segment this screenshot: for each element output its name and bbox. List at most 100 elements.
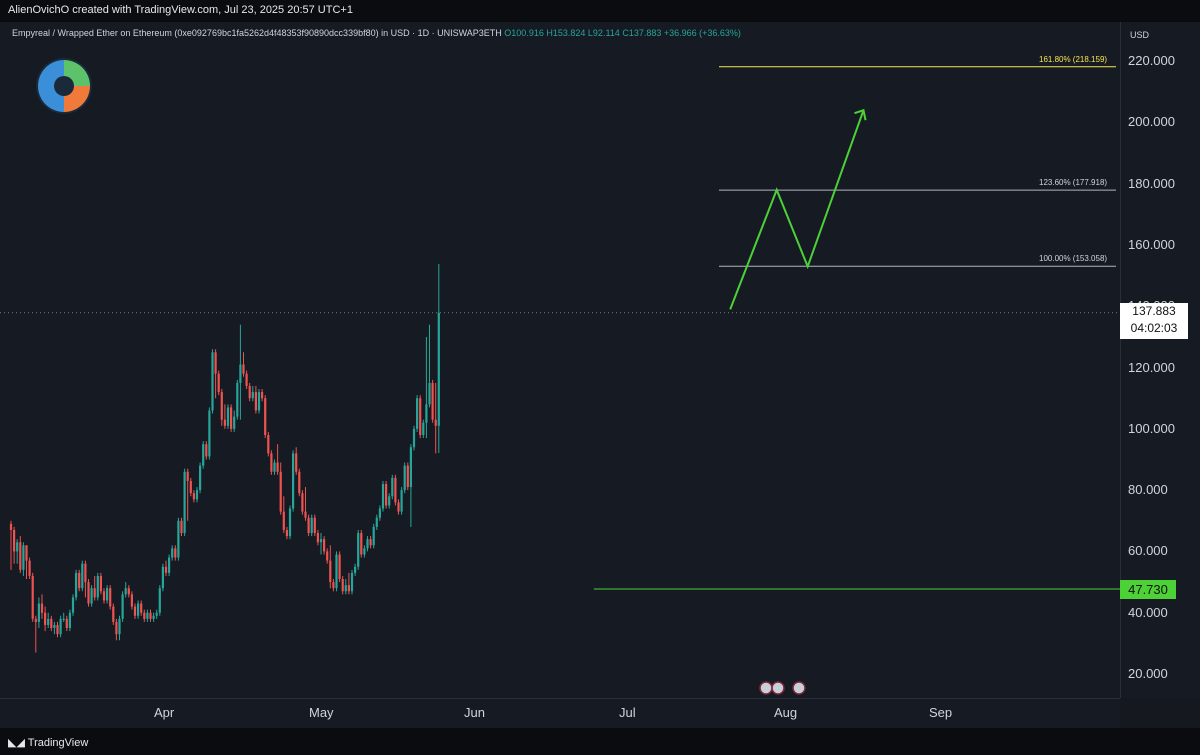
candle-body: [295, 453, 298, 472]
candle-body: [137, 603, 140, 616]
x-tick-label: Jun: [464, 705, 485, 720]
candle-body: [158, 588, 161, 613]
candle-body: [106, 588, 109, 601]
candle-body: [174, 548, 177, 558]
candle-body: [397, 502, 400, 512]
tradingview-brand[interactable]: ◣◢ TradingView: [8, 736, 88, 749]
symbol-name: Empyreal / Wrapped Ether on Ethereum (0x…: [12, 28, 502, 38]
symbol-info[interactable]: Empyreal / Wrapped Ether on Ethereum (0x…: [12, 28, 741, 38]
candle-body: [205, 444, 208, 457]
candle-body: [223, 419, 226, 426]
candle-body: [313, 517, 316, 534]
chart-svg: [0, 66, 1120, 695]
y-tick-label: 60.000: [1128, 543, 1168, 559]
candle-body: [121, 594, 124, 619]
candle-body: [369, 539, 372, 546]
candle-body: [118, 618, 121, 635]
candle-body: [326, 551, 329, 561]
candle-body: [177, 520, 180, 558]
y-tick-label: 40.000: [1128, 604, 1168, 620]
candle-body: [316, 533, 319, 543]
candle-body: [381, 484, 385, 509]
candle-body: [264, 398, 267, 435]
candle-body: [84, 563, 87, 583]
candle-body: [220, 392, 223, 420]
candle-body: [279, 471, 282, 512]
candle-body: [354, 566, 357, 573]
candle-body: [282, 511, 285, 530]
event-flag-icon: [771, 681, 785, 695]
support-price-label: 47.730: [1120, 580, 1176, 600]
candle-body: [59, 618, 62, 635]
candle-body: [425, 404, 428, 423]
candle-body: [199, 465, 202, 491]
candle-body: [195, 490, 199, 500]
candle-body: [208, 410, 211, 457]
candle-body: [93, 588, 96, 598]
candle-body: [202, 444, 205, 466]
candle-body: [360, 533, 363, 555]
time-axis[interactable]: [0, 698, 1120, 729]
candle-body: [25, 545, 28, 561]
candle-body: [34, 618, 37, 622]
candle-body: [130, 594, 133, 607]
candle-body: [428, 382, 431, 405]
y-tick-label: 160.000: [1128, 237, 1175, 252]
candle-body: [298, 471, 301, 494]
candle-body: [431, 382, 434, 420]
candle-body: [363, 548, 366, 555]
candle-body: [285, 529, 288, 537]
candle-body: [40, 603, 44, 613]
candle-body: [388, 496, 391, 506]
candle-body: [37, 603, 40, 622]
y-tick-label: 220.000: [1128, 53, 1175, 69]
candle-body: [62, 618, 65, 620]
candle-countdown: 04:02:03: [1130, 320, 1178, 335]
candle-body: [140, 603, 143, 613]
candle-body: [155, 612, 158, 616]
candle-body: [403, 465, 406, 491]
candle-body: [412, 428, 416, 448]
candle-body: [133, 606, 137, 616]
candle-body: [394, 477, 397, 503]
candle-body: [267, 434, 270, 454]
candle-body: [257, 392, 261, 411]
currency-label[interactable]: USD: [1130, 30, 1150, 40]
candle-body: [217, 373, 220, 393]
candle-body: [31, 575, 34, 619]
candle-body: [434, 419, 437, 426]
candle-body: [127, 588, 130, 595]
candle-body: [301, 493, 304, 512]
candle-body: [304, 511, 307, 518]
y-tick-label: 100.000: [1128, 420, 1175, 436]
candle-body: [164, 566, 168, 573]
candle-body: [375, 517, 378, 527]
candle-body: [183, 471, 186, 534]
candle-body: [56, 624, 59, 635]
candle-body: [71, 597, 75, 613]
x-tick-label: May: [309, 705, 334, 720]
candle-body: [344, 585, 347, 592]
candle-body: [261, 392, 264, 399]
candle-body: [350, 572, 354, 592]
candle-body: [28, 560, 31, 576]
fib-level-123-label: 123.60% (177.918): [1039, 178, 1108, 188]
tradingview-logo-icon: ◣◢: [8, 737, 28, 749]
candle-body: [102, 591, 106, 601]
y-tick-label: 120.000: [1128, 359, 1175, 375]
tradingview-brand-label: TradingView: [27, 737, 89, 749]
candle-body: [81, 563, 84, 589]
y-tick-label: 180.000: [1128, 175, 1175, 191]
candle-body: [292, 453, 295, 509]
chart-area[interactable]: [0, 22, 1120, 698]
candle-body: [115, 621, 118, 635]
candle-body: [276, 462, 279, 472]
candle-body: [50, 618, 53, 629]
candle-body: [87, 582, 90, 604]
candle-body: [419, 398, 422, 435]
projection-arrowhead: [854, 108, 867, 121]
candle-body: [9, 523, 13, 530]
candle-body: [335, 554, 338, 589]
candle-body: [99, 575, 102, 592]
y-tick-label: 80.000: [1128, 482, 1168, 498]
